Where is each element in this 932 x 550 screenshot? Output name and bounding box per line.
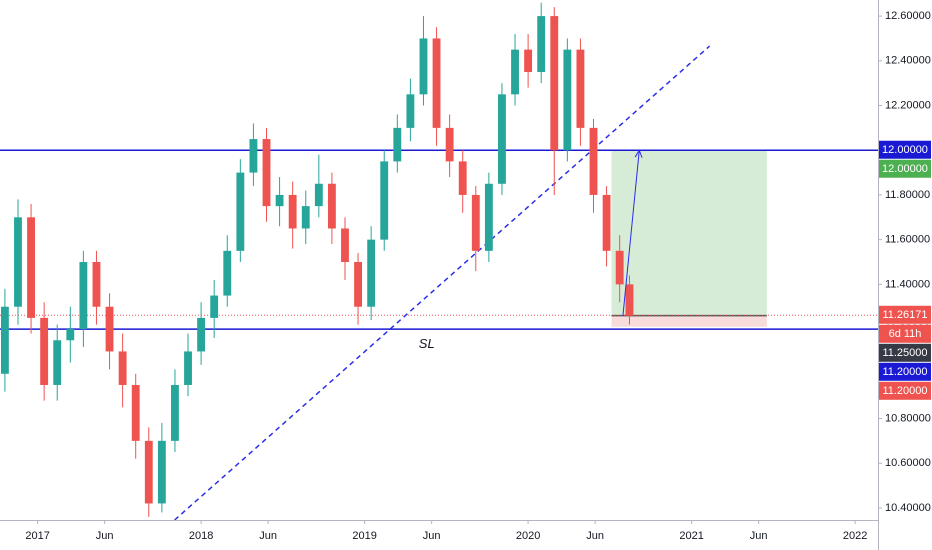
y-tick-label: 10.60000	[885, 457, 931, 469]
candle-body	[550, 16, 559, 151]
price-tag-label: 12.00000	[882, 163, 928, 175]
candle-body	[275, 194, 284, 207]
x-tick-label: 2019	[352, 530, 376, 542]
y-tick-label: 12.40000	[885, 55, 931, 67]
price-tag-label: 11.26171	[882, 309, 927, 321]
y-tick-label: 11.80000	[885, 189, 930, 201]
candle-body	[432, 38, 441, 128]
candle-body	[380, 161, 389, 240]
price-tag	[879, 343, 931, 362]
loss-zone	[611, 315, 767, 327]
plot-area	[0, 2, 878, 520]
candle-body	[314, 183, 323, 207]
candle-body	[27, 217, 35, 318]
candle-body	[458, 161, 467, 195]
candle-body	[498, 94, 506, 184]
candle-body	[144, 440, 153, 504]
trend-line	[174, 45, 711, 520]
y-tick-label: 10.80000	[885, 412, 931, 424]
candle-body	[171, 384, 179, 441]
x-tick-label: 2021	[679, 530, 703, 542]
y-tick-label: 10.40000	[885, 502, 931, 514]
candle-body	[511, 49, 519, 95]
price-tag	[879, 159, 931, 178]
candle-body	[615, 250, 624, 285]
y-tick-label: 11.40000	[885, 278, 930, 290]
candle-body	[288, 194, 297, 229]
price-tag	[879, 381, 931, 400]
candle-body	[66, 329, 75, 341]
candle-body	[249, 139, 258, 173]
y-tick-label: 12.20000	[885, 99, 931, 111]
y-tick-label: 11.60000	[885, 234, 930, 246]
candle-body	[197, 317, 206, 352]
candle-body	[445, 127, 454, 162]
candle-body	[223, 250, 232, 296]
price-tag-label: 6d 11h	[889, 328, 922, 340]
x-tick-label: Jun	[96, 530, 114, 542]
x-tick-label: 2018	[189, 530, 213, 542]
price-tag-label: 11.20000	[882, 385, 927, 397]
candle-body	[576, 49, 585, 128]
candle-body	[210, 295, 219, 318]
candle-body	[40, 317, 49, 385]
candle-body	[524, 49, 533, 72]
x-tick-label: Jun	[259, 530, 277, 542]
candle-body	[625, 284, 634, 316]
candle-body	[589, 127, 598, 195]
candle-body	[79, 262, 88, 330]
candle-body	[157, 440, 166, 504]
candle-body	[105, 306, 114, 352]
y-tick-label: 12.60000	[885, 10, 931, 22]
candle-body	[341, 228, 349, 263]
candle-body	[393, 127, 402, 162]
price-tag	[879, 362, 931, 381]
profit-zone	[611, 150, 767, 316]
candle-body	[563, 49, 572, 151]
x-tick-label: 2020	[516, 530, 540, 542]
candle-body	[471, 194, 480, 251]
candle-body	[602, 194, 611, 251]
candle-body	[184, 351, 192, 385]
candle-body	[0, 306, 9, 374]
price-tag	[879, 305, 931, 324]
candle-body	[53, 340, 62, 385]
annotation: SL	[419, 336, 435, 351]
candle-body	[301, 206, 310, 229]
x-tick-label: Jun	[423, 530, 441, 542]
price-tag-label: 11.25000	[882, 347, 927, 359]
candle-body	[92, 262, 101, 307]
x-tick-label: 2017	[25, 530, 49, 542]
candle-body	[419, 38, 428, 95]
candle-body	[354, 262, 362, 307]
candle-body	[327, 183, 336, 229]
candle-body	[118, 351, 127, 385]
x-tick-label: 2022	[843, 530, 867, 542]
candle-body	[14, 217, 22, 307]
candle-body	[262, 139, 271, 207]
price-tag	[879, 324, 931, 343]
candle-body	[484, 183, 493, 251]
candle-body	[131, 384, 140, 441]
arrow-line	[622, 150, 640, 316]
price-tag-label: 12.00000	[882, 144, 928, 156]
price-tag	[879, 140, 931, 159]
x-tick-label: Jun	[586, 530, 604, 542]
candle-body	[406, 94, 415, 128]
candle-body	[537, 16, 546, 72]
x-tick-label: Jun	[750, 530, 768, 542]
candle-body	[367, 239, 376, 307]
price-tag-label: 11.20000	[882, 366, 927, 378]
candle-body	[236, 172, 245, 251]
arrow-head	[634, 149, 643, 158]
